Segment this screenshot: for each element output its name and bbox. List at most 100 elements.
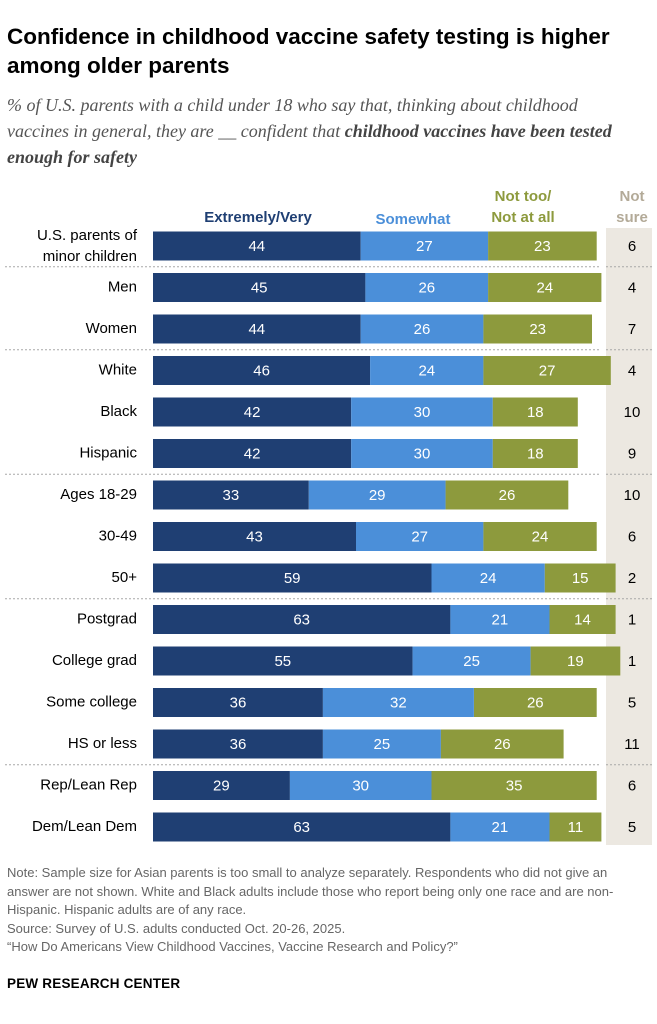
bar-value-extremely-very: 63 [293, 611, 310, 628]
bar-somewhat [365, 273, 489, 302]
row-label: Women [86, 320, 137, 337]
bar-not-too-not-at-all [445, 480, 569, 510]
bar-value-not-too-not-at-all: 26 [499, 487, 516, 504]
bar-somewhat [450, 605, 550, 634]
bar-value-somewhat: 30 [352, 777, 369, 794]
row-label: 50+ [112, 569, 138, 586]
chart-subtitle: % of U.S. parents with a child under 18 … [7, 92, 627, 170]
bar-value-not-too-not-at-all: 24 [532, 528, 549, 545]
row-label: White [99, 361, 137, 378]
bar-not-too-not-at-all [483, 356, 611, 385]
row-label: HS or less [68, 735, 137, 752]
bar-extremely-very [153, 729, 323, 759]
not-sure-value: 2 [628, 570, 636, 587]
bar-value-extremely-very: 63 [293, 819, 310, 836]
bar-value-not-too-not-at-all: 23 [534, 238, 551, 255]
row-label: Rep/Lean Rep [40, 776, 137, 793]
bar-extremely-very [153, 231, 361, 261]
bar-not-too-not-at-all [483, 314, 592, 344]
legend-not-sure-line2: sure [616, 209, 648, 226]
row-label: College grad [52, 652, 137, 669]
bar-not-too-not-at-all [549, 812, 602, 842]
bar-not-too-not-at-all [549, 605, 616, 634]
row-label-line2: minor children [43, 248, 137, 265]
bar-value-extremely-very: 55 [274, 653, 291, 670]
bar-value-not-too-not-at-all: 14 [574, 611, 591, 628]
bar-extremely-very [153, 771, 290, 800]
not-sure-value: 5 [628, 694, 636, 711]
bar-somewhat [322, 729, 441, 759]
bar-somewhat [356, 522, 484, 551]
row-label: Dem/Lean Dem [32, 818, 137, 835]
bar-value-somewhat: 30 [414, 445, 431, 462]
chart-notes: Note: Sample size for Asian parents is t… [7, 864, 652, 957]
bar-somewhat [360, 231, 489, 261]
bar-value-extremely-very: 59 [284, 570, 301, 587]
legend-not-too-line1: Not too/ [495, 188, 552, 205]
bar-value-extremely-very: 46 [253, 362, 270, 379]
bar-value-not-too-not-at-all: 18 [527, 445, 544, 462]
bar-value-somewhat: 21 [492, 819, 509, 836]
bar-value-somewhat: 24 [418, 362, 435, 379]
bar-value-extremely-very: 29 [213, 777, 230, 794]
row-label: Men [108, 278, 137, 295]
bar-not-too-not-at-all [474, 688, 597, 717]
bar-somewhat [360, 314, 484, 344]
bar-value-somewhat: 25 [463, 653, 480, 670]
not-sure-value: 6 [628, 238, 636, 255]
not-sure-value: 10 [624, 404, 641, 421]
not-sure-value: 6 [628, 777, 636, 794]
not-sure-value: 11 [624, 736, 640, 753]
bar-value-not-too-not-at-all: 35 [506, 777, 523, 794]
row-label: Hispanic [79, 444, 137, 461]
bar-value-extremely-very: 36 [230, 694, 247, 711]
note-text: Note: Sample size for Asian parents is t… [7, 865, 614, 917]
bar-somewhat [450, 812, 550, 842]
bar-value-somewhat: 26 [418, 279, 435, 296]
bar-somewhat [289, 771, 432, 800]
bar-value-extremely-very: 43 [246, 528, 263, 545]
bar-value-somewhat: 26 [414, 321, 431, 338]
bar-not-too-not-at-all [492, 397, 578, 427]
bar-value-not-too-not-at-all: 18 [527, 404, 544, 421]
bar-value-extremely-very: 36 [230, 736, 247, 753]
row-label: 30-49 [99, 527, 137, 544]
bar-extremely-very [153, 356, 371, 385]
row-label: Postgrad [77, 610, 137, 627]
subtitle-emphasis: childhood vaccines have been tested enou… [7, 121, 612, 167]
bar-extremely-very [153, 646, 413, 676]
row-label-line1: U.S. parents of [37, 227, 138, 244]
bar-value-extremely-very: 42 [244, 445, 261, 462]
bar-somewhat [431, 563, 545, 593]
bar-somewhat [412, 646, 531, 676]
row-label: Black [100, 403, 137, 420]
bar-value-somewhat: 32 [390, 694, 407, 711]
bar-value-not-too-not-at-all: 19 [567, 653, 584, 670]
bar-value-not-too-not-at-all: 11 [568, 819, 584, 836]
bar-extremely-very [153, 439, 352, 468]
bar-not-too-not-at-all [544, 563, 616, 593]
report-title: “How Do Americans View Childhood Vaccine… [7, 939, 458, 954]
bar-value-extremely-very: 42 [244, 404, 261, 421]
bar-somewhat [322, 688, 474, 717]
bar-not-too-not-at-all [492, 439, 578, 468]
row-label: Ages 18-29 [60, 486, 137, 503]
bar-value-not-too-not-at-all: 24 [536, 279, 553, 296]
stacked-bar-chart: Extremely/Very Somewhat Not too/Not at all… [5, 188, 652, 845]
legend-not-sure-line1: Not [620, 188, 645, 205]
not-sure-value: 1 [628, 611, 636, 628]
bar-value-extremely-very: 45 [251, 279, 268, 296]
bar-extremely-very [153, 563, 432, 593]
bar-value-somewhat: 30 [414, 404, 431, 421]
bar-not-too-not-at-all [488, 231, 597, 261]
bar-value-not-too-not-at-all: 26 [494, 736, 511, 753]
not-sure-value: 5 [628, 819, 636, 836]
brand-logo-text: PEW RESEARCH CENTER [7, 976, 181, 991]
bar-not-too-not-at-all [440, 729, 564, 759]
bar-extremely-very [153, 397, 352, 427]
bar-value-somewhat: 27 [411, 528, 428, 545]
bar-not-too-not-at-all [530, 646, 621, 676]
legend-not-too-line2: Not at all [491, 209, 554, 226]
bar-extremely-very [153, 480, 309, 510]
chart-title: Confidence in childhood vaccine safety t… [7, 24, 610, 78]
